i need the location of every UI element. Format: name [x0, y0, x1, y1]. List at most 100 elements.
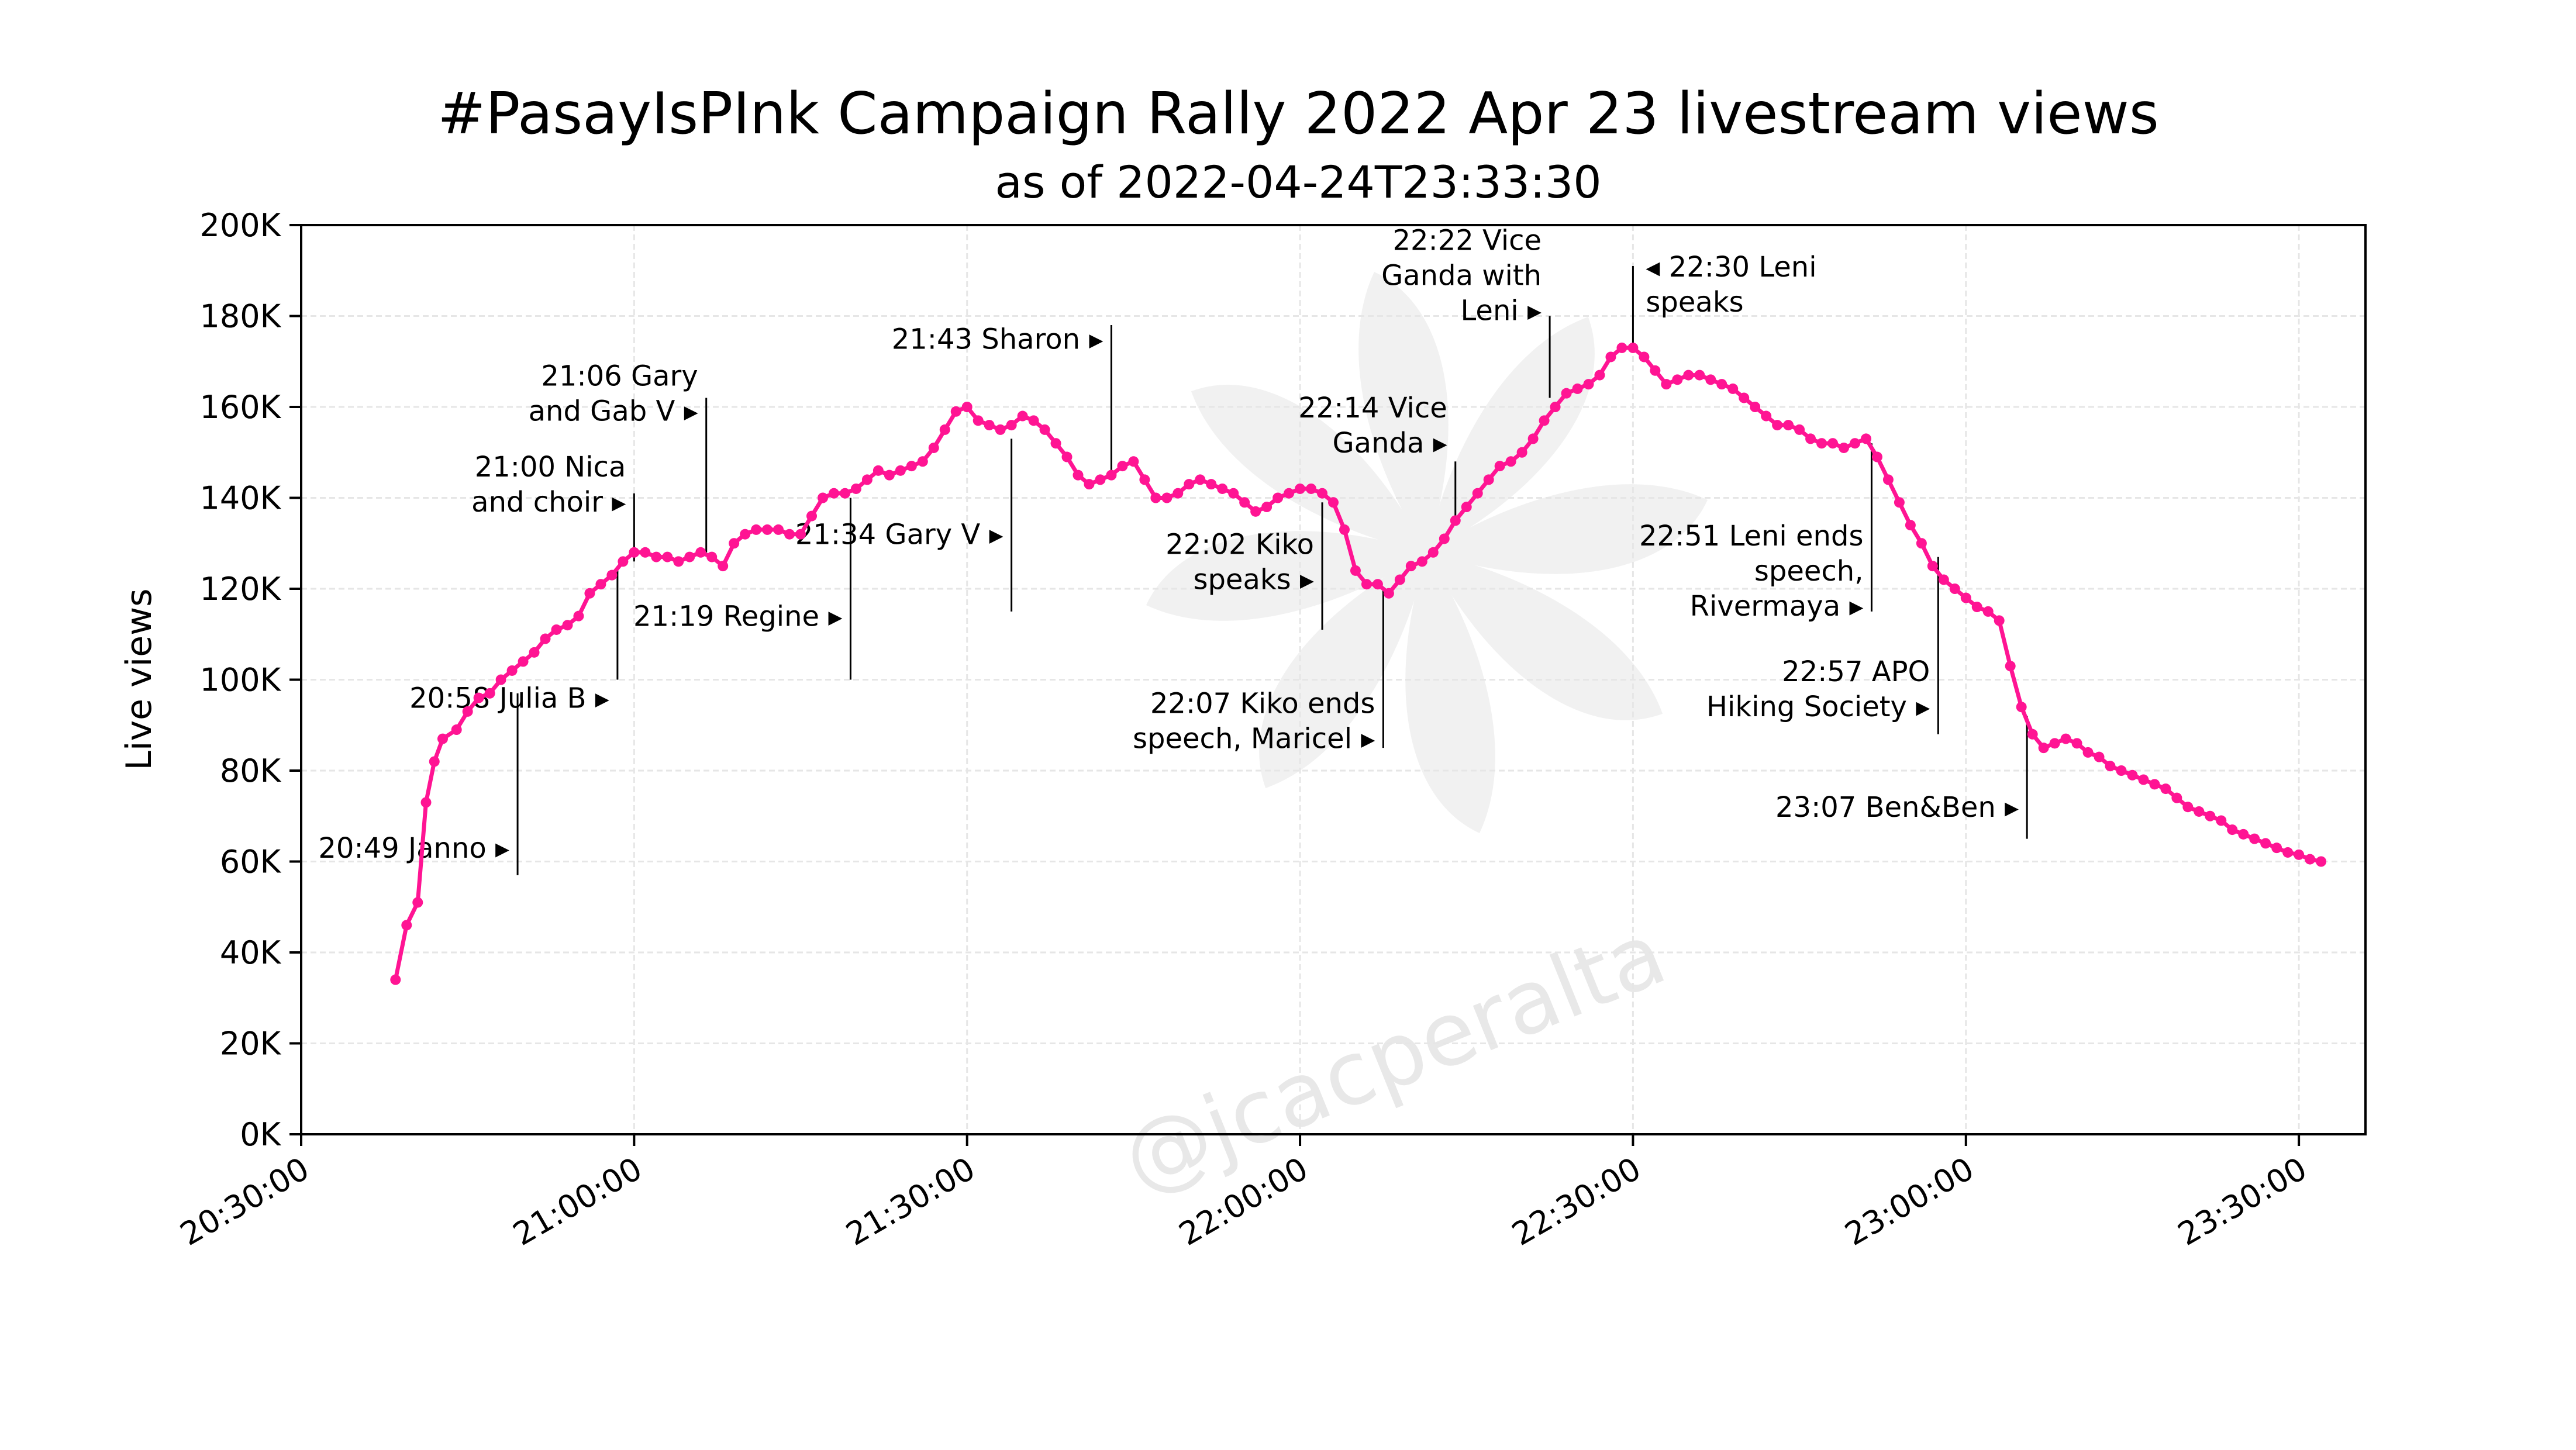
data-point [1461, 502, 1472, 513]
data-point [2316, 856, 2327, 867]
data-point [2105, 761, 2116, 772]
data-point [2282, 847, 2294, 858]
data-point [1894, 497, 1905, 508]
watermark-logo-petal [1259, 553, 1427, 789]
data-point [2082, 747, 2094, 758]
data-point [1827, 438, 1839, 449]
data-point [1871, 451, 1882, 462]
data-point [729, 538, 740, 549]
data-point [2038, 743, 2049, 754]
data-point [2216, 815, 2227, 826]
data-point [884, 469, 895, 481]
watermark-logo-petal [1427, 316, 1595, 553]
data-point [420, 797, 432, 808]
annotation-label-line: 23:07 Ben&Ben ▸ [1775, 791, 2019, 824]
data-point [1805, 433, 1816, 444]
data-point [939, 424, 950, 435]
data-point [1239, 497, 1250, 508]
data-point [2016, 702, 2027, 713]
data-point [1350, 565, 1361, 576]
data-point [2027, 729, 2038, 740]
data-point [2160, 783, 2171, 795]
data-point [850, 483, 861, 494]
annotation-label-line: ◂ 22:30 Leni [1646, 251, 1816, 284]
y-tick-label: 140K [200, 480, 282, 517]
y-tick-label: 180K [200, 298, 282, 335]
data-point [1150, 492, 1161, 503]
annotation-label-line: 22:57 APO [1782, 655, 1930, 688]
data-point [1816, 438, 1827, 449]
watermark-logo-petal [1405, 553, 1495, 833]
data-point [562, 620, 573, 631]
annotation-label: 21:06 Gary and Gab V ▸ [529, 360, 698, 428]
data-point [1405, 561, 1416, 572]
data-point [1050, 438, 1061, 449]
data-point [928, 442, 939, 453]
annotation-label: 21:43 Sharon ▸ [892, 323, 1103, 355]
data-point [740, 529, 751, 540]
data-point [784, 529, 795, 540]
data-point [1084, 479, 1095, 490]
annotation-label-line: 21:43 Sharon ▸ [892, 323, 1103, 355]
annotation-label-line: 22:14 Vice [1298, 392, 1447, 424]
data-point [751, 524, 762, 535]
data-point [529, 647, 540, 658]
annotation-label: 20:49 Janno ▸ [318, 832, 509, 865]
annotation-label: 21:19 Regine ▸ [633, 600, 842, 633]
data-point [1117, 461, 1128, 472]
data-point [1739, 392, 1750, 403]
data-point [1527, 433, 1539, 444]
y-tick-label: 200K [200, 207, 282, 244]
chart-subtitle: as of 2022-04-24T23:33:30 [995, 156, 1601, 208]
data-point [806, 510, 818, 522]
data-point [2227, 824, 2238, 836]
data-point [1483, 474, 1494, 485]
data-point [995, 424, 1006, 435]
data-point [2149, 779, 2160, 790]
data-point [473, 692, 484, 703]
data-point [1317, 488, 1328, 499]
data-point [1250, 506, 1261, 517]
annotation-label: 22:57 APO Hiking Society ▸ [1706, 655, 1930, 723]
data-point [1561, 388, 1572, 399]
data-point [817, 492, 828, 503]
annotation-label-line: and choir ▸ [471, 486, 626, 519]
data-point [1383, 588, 1394, 599]
watermark-logo-petal [1427, 553, 1663, 720]
data-point [1971, 602, 1982, 613]
data-point [1627, 342, 1639, 353]
data-point [1927, 561, 1938, 572]
data-point [1994, 615, 2005, 626]
data-point [1217, 483, 1228, 494]
data-point [2249, 833, 2260, 844]
data-point [2294, 849, 2305, 860]
data-point [437, 733, 448, 744]
data-point [1516, 447, 1527, 458]
annotation-label: 22:51 Leni ends speech, Rivermaya ▸ [1639, 520, 1863, 623]
annotation-label-line: 20:58 Julia B ▸ [409, 682, 609, 715]
data-point [2005, 661, 2016, 672]
watermark-logo [1146, 272, 1708, 833]
data-point [1694, 370, 1705, 381]
data-point [1361, 579, 1372, 590]
data-point [551, 624, 562, 635]
data-point [762, 524, 773, 535]
data-point [1882, 474, 1894, 485]
data-point [1161, 492, 1173, 503]
y-axis-label: Live views [119, 588, 160, 770]
data-point [861, 474, 873, 485]
data-point [629, 547, 640, 558]
data-point [573, 610, 584, 622]
data-point [2205, 810, 2216, 821]
annotation-label-line: 22:22 Vice [1392, 225, 1542, 257]
data-point [1594, 370, 1605, 381]
data-point [1439, 533, 1450, 544]
data-point [1916, 538, 1927, 549]
data-point [1184, 479, 1195, 490]
annotation-label: 22:02 Kiko speaks ▸ [1165, 528, 1314, 596]
data-point [906, 461, 917, 472]
watermark-logo-petal [1146, 531, 1427, 621]
data-point [2238, 828, 2249, 840]
data-point [1583, 379, 1594, 390]
